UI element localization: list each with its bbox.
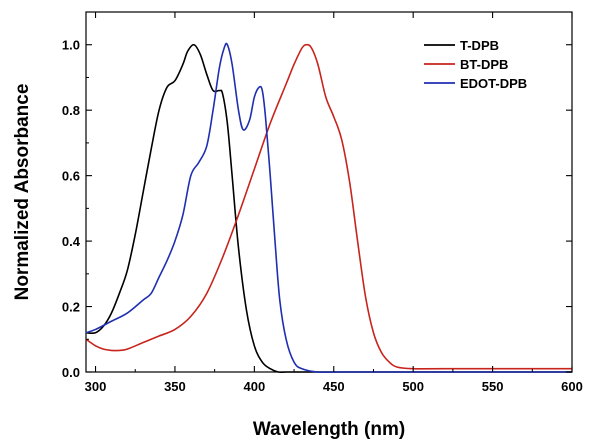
x-axis-title: Wavelength (nm) [253, 419, 405, 440]
axis-ticks: 300 350 400 450 500 550 600 0.0 0.2 0.4 0.6 0.8 1.0 [62, 11, 583, 394]
series-line-edot-dpb [85, 42, 572, 374]
x-tick-label: 600 [561, 379, 583, 394]
legend-label: T-DPB [460, 38, 499, 53]
legend-label: EDOT-DPB [460, 76, 527, 91]
y-tick-label: 0.4 [62, 234, 81, 249]
x-tick-label: 350 [164, 379, 186, 394]
y-axis-title: Normalized Absorbance [12, 84, 33, 301]
x-tick-label: 500 [402, 379, 424, 394]
y-tick-label: 0.0 [62, 365, 80, 380]
legend-label: BT-DPB [460, 57, 508, 72]
series-curves [85, 42, 572, 374]
series-line-t-dpb [85, 43, 572, 374]
y-tick-label: 1.0 [62, 38, 80, 53]
y-tick-label: 0.8 [62, 103, 80, 118]
x-tick-label: 400 [244, 379, 266, 394]
legend: T-DPB BT-DPB EDOT-DPB [424, 38, 527, 91]
y-tick-label: 0.6 [62, 169, 80, 184]
x-tick-label: 450 [323, 379, 345, 394]
series-line-bt-dpb [85, 43, 572, 370]
x-tick-label: 550 [482, 379, 504, 394]
y-tick-label: 0.2 [62, 300, 80, 315]
x-tick-label: 300 [85, 379, 107, 394]
